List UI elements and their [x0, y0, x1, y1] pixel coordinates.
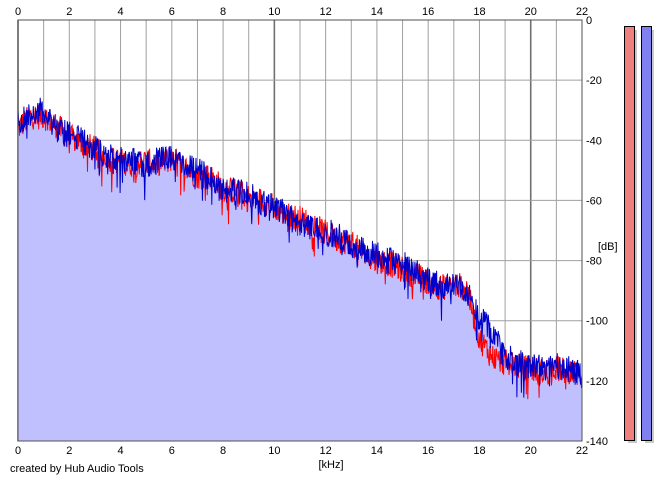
y-axis-label: [dB] — [598, 241, 618, 253]
x-tick-label-bottom: 10 — [268, 445, 280, 457]
x-tick-label-bottom: 6 — [169, 445, 175, 457]
x-tick-label-bottom: 14 — [371, 445, 383, 457]
right-channel-meter — [641, 26, 652, 441]
x-tick-label-top: 16 — [422, 6, 434, 18]
x-tick-label-top: 18 — [473, 6, 485, 18]
x-tick-label-top: 12 — [320, 6, 332, 18]
y-tick-label: 0 — [586, 15, 592, 27]
x-tick-label-top: 8 — [220, 6, 226, 18]
x-tick-label-bottom: 2 — [66, 445, 72, 457]
x-tick-label-bottom: 16 — [422, 445, 434, 457]
x-tick-label-top: 2 — [66, 6, 72, 18]
x-tick-label-top: 22 — [576, 6, 588, 18]
series-group — [17, 97, 583, 400]
x-tick-label-top: 4 — [117, 6, 123, 18]
x-tick-label-bottom: 12 — [320, 445, 332, 457]
y-tick-label: -80 — [586, 256, 602, 268]
x-axis-label: [kHz] — [318, 459, 343, 471]
x-tick-label-bottom: 18 — [473, 445, 485, 457]
left-channel-meter — [624, 26, 635, 441]
series-line-0 — [17, 102, 583, 400]
x-tick-label-bottom: 22 — [576, 445, 588, 457]
x-tick-labels-bottom: 0 2 4 6 8 10 12 14 16 18 20 22 — [15, 445, 588, 457]
y-tick-label: -40 — [586, 135, 602, 147]
y-tick-label: -140 — [586, 436, 608, 448]
x-tick-label-top: 6 — [169, 6, 175, 18]
credit-text: created by Hub Audio Tools — [10, 463, 144, 475]
x-tick-label-bottom: 4 — [117, 445, 123, 457]
y-tick-label: -100 — [586, 316, 608, 328]
plot-frame — [17, 19, 583, 442]
x-tick-label-top: 20 — [525, 6, 537, 18]
series-line-1 — [17, 97, 583, 398]
spectrum-fill — [18, 97, 582, 442]
y-tick-label: -60 — [586, 195, 602, 207]
x-tick-label-bottom: 0 — [15, 445, 21, 457]
x-tick-labels-top: 0 2 4 6 8 10 12 14 16 18 20 22 — [15, 6, 588, 18]
x-tick-label-top: 10 — [268, 6, 280, 18]
x-tick-label-top: 0 — [15, 6, 21, 18]
y-tick-labels: 0 -20 -40 -60 -80 -100 -120 -140 — [586, 15, 608, 448]
x-tick-label-bottom: 20 — [525, 445, 537, 457]
x-tick-label-top: 14 — [371, 6, 383, 18]
x-tick-label-bottom: 8 — [220, 445, 226, 457]
y-tick-label: -120 — [586, 376, 608, 388]
y-tick-label: -20 — [586, 75, 602, 87]
